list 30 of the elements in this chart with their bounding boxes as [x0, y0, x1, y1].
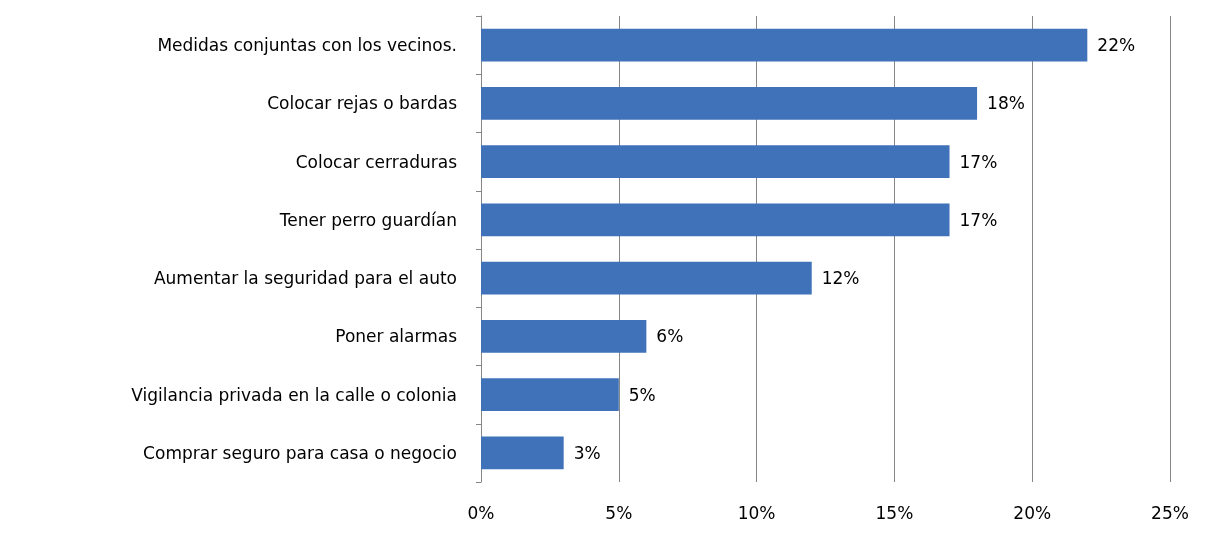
data-label: 5%	[628, 384, 656, 405]
bar	[481, 87, 978, 120]
bar	[481, 320, 647, 353]
y-tick-label: Aumentar la seguridad para el auto	[153, 268, 457, 289]
x-tick-label: 0%	[467, 502, 495, 523]
data-label: 22%	[1097, 35, 1136, 56]
x-tick-label: 15%	[875, 502, 914, 523]
y-tick-label: Comprar seguro para casa o negocio	[143, 442, 457, 463]
x-tick-label: 5%	[605, 502, 633, 523]
x-tick-label: 25%	[1151, 502, 1189, 523]
bar	[481, 145, 950, 178]
y-tick-label: Tener perro guardían	[278, 209, 457, 230]
y-tick-label: Colocar cerraduras	[295, 151, 458, 172]
data-label: 6%	[656, 326, 684, 347]
y-tick-label: Medidas conjuntas con los vecinos.	[157, 35, 457, 56]
bar	[481, 28, 1088, 62]
x-tick-label: 20%	[1013, 502, 1052, 523]
y-tick-label: Colocar rejas o bardas	[267, 93, 458, 114]
data-label: 3%	[573, 442, 601, 463]
data-label: 17%	[959, 209, 998, 230]
bar	[481, 203, 950, 237]
bar	[481, 436, 564, 470]
bar	[481, 378, 619, 411]
data-label: 12%	[821, 268, 860, 289]
data-label: 18%	[987, 93, 1025, 114]
bar	[481, 261, 812, 295]
y-tick-label: Vigilancia privada en la calle o colonia	[131, 384, 457, 405]
data-label: 17%	[959, 151, 998, 172]
x-tick-label: 10%	[737, 502, 776, 523]
y-tick-label: Poner alarmas	[335, 326, 458, 347]
